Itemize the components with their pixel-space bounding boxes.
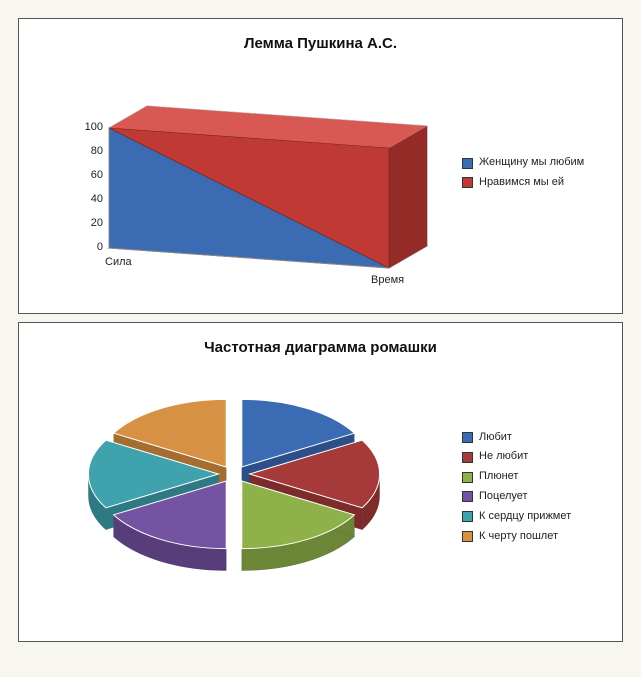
legend-label: Женщину мы любим — [479, 153, 584, 173]
chart2-svg — [29, 362, 449, 612]
legend-label: Любит — [479, 428, 512, 448]
legend-swatch — [462, 491, 473, 502]
chart2-legend-item-2: Плюнет — [462, 467, 612, 487]
chart2-legend-item-3: Поцелует — [462, 487, 612, 507]
chart1-row: Сила Время 0 20 40 60 80 100 Женщину мы … — [29, 58, 612, 288]
legend-swatch — [462, 511, 473, 522]
chart-panel-lemma: Лемма Пушкина А.С. Сила Время 0 20 40 60… — [18, 18, 623, 314]
legend-label: Нравимся мы ей — [479, 173, 564, 193]
chart-panel-daisy: Частотная диаграмма ромашки Любит Не люб… — [18, 322, 623, 642]
chart1-ytick-1: 20 — [75, 217, 103, 229]
chart1-ytick-5: 100 — [75, 121, 103, 133]
chart1-legend-item-0: Женщину мы любим — [462, 153, 612, 173]
chart2-legend-item-1: Не любит — [462, 447, 612, 467]
chart2-row: Любит Не любит Плюнет Поцелует К сердцу … — [29, 362, 612, 612]
chart2-legend: Любит Не любит Плюнет Поцелует К сердцу … — [458, 428, 612, 547]
chart1-ytick-2: 40 — [75, 193, 103, 205]
legend-swatch — [462, 177, 473, 188]
chart1-legend-item-1: Нравимся мы ей — [462, 173, 612, 193]
legend-swatch — [462, 531, 473, 542]
chart2-legend-item-0: Любит — [462, 428, 612, 448]
legend-swatch — [462, 158, 473, 169]
chart1-xlabel-left: Сила — [105, 256, 132, 268]
legend-label: К черту пошлет — [479, 527, 558, 547]
legend-label: Не любит — [479, 447, 528, 467]
chart1-ytick-0: 0 — [75, 241, 103, 253]
legend-label: Плюнет — [479, 467, 518, 487]
chart1-ytick-4: 80 — [75, 145, 103, 157]
legend-swatch — [462, 432, 473, 443]
legend-swatch — [462, 472, 473, 483]
chart1-body: Сила Время 0 20 40 60 80 100 — [29, 58, 458, 288]
chart1-title: Лемма Пушкина А.С. — [29, 35, 612, 52]
chart1-legend: Женщину мы любим Нравимся мы ей — [458, 153, 612, 193]
chart2-title: Частотная диаграмма ромашки — [29, 339, 612, 356]
chart1-ytick-3: 60 — [75, 169, 103, 181]
legend-label: К сердцу прижмет — [479, 507, 571, 527]
legend-label: Поцелует — [479, 487, 528, 507]
legend-swatch — [462, 452, 473, 463]
chart2-legend-item-4: К сердцу прижмет — [462, 507, 612, 527]
chart1-xlabel-right: Время — [371, 274, 404, 286]
chart2-legend-item-5: К черту пошлет — [462, 527, 612, 547]
chart2-body — [29, 362, 458, 612]
